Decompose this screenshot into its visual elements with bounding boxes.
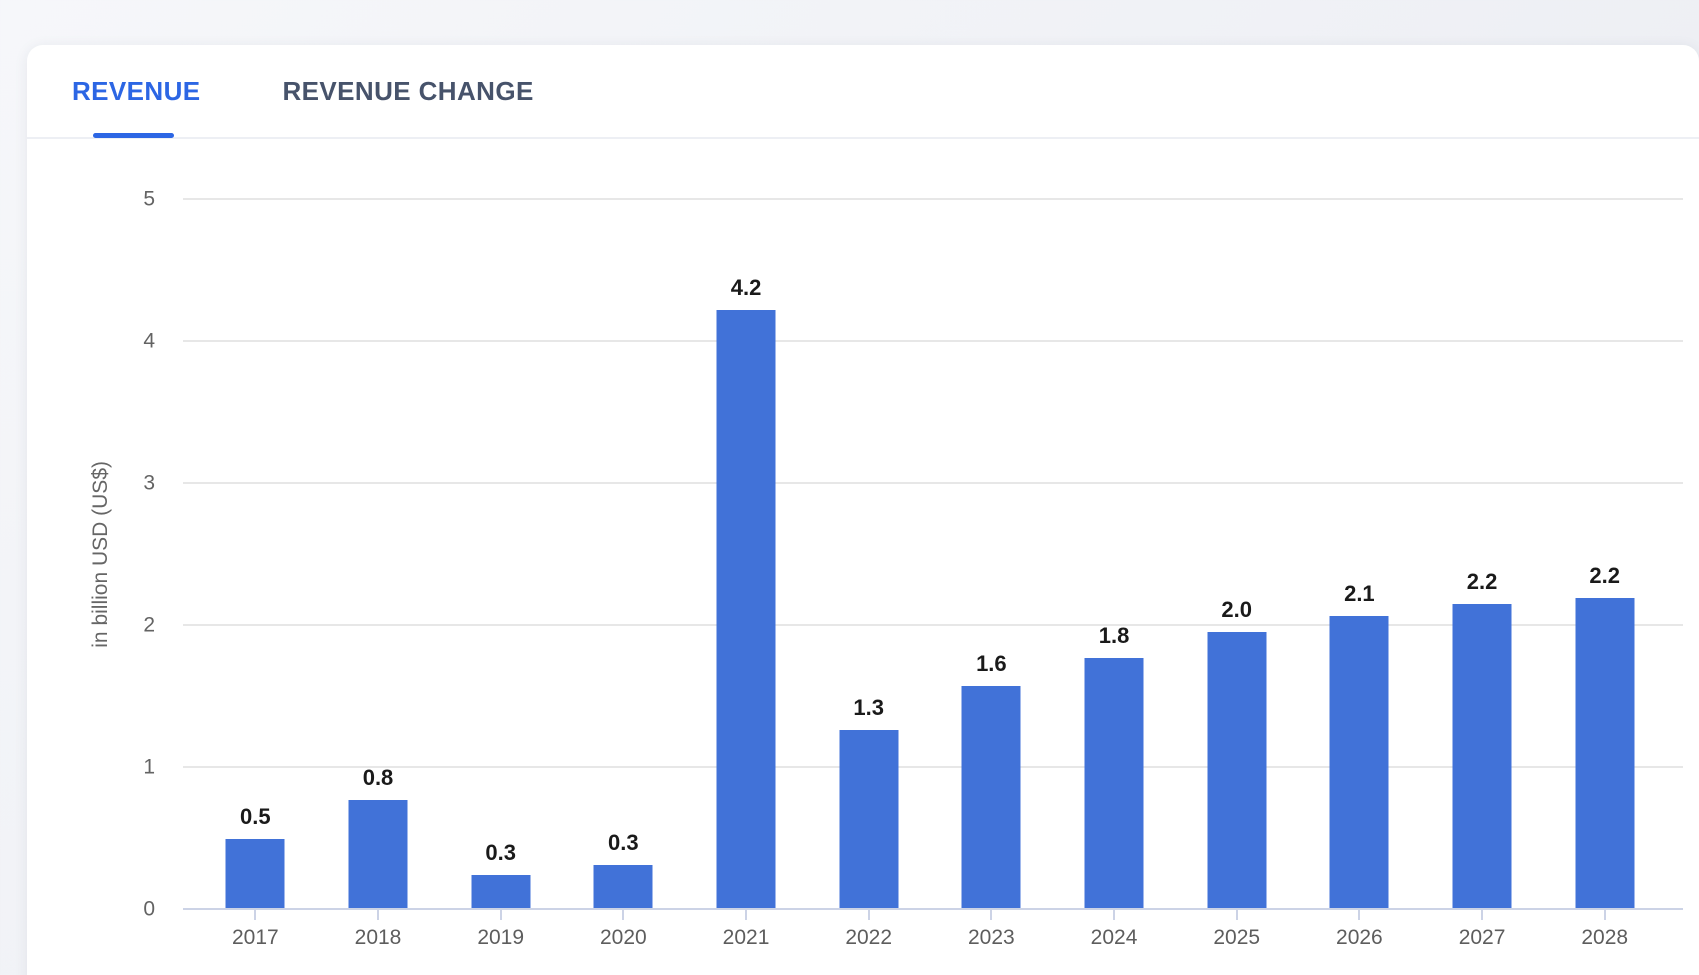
bar-value-label: 1.6 [976, 651, 1007, 677]
bar-value-label: 0.8 [362, 764, 394, 790]
bar-series: 0.5 2017 0.8 2018 0.3 2019 0.3 2020 4.2 2021 1.3 20… [194, 199, 1666, 949]
gridline [183, 766, 1683, 768]
x-tick-mark [867, 909, 870, 920]
x-tick-mark [1358, 909, 1361, 920]
bar-column: 2.2 2027 [1421, 199, 1544, 949]
x-axis-year-label: 2022 [845, 926, 893, 949]
tab-revenue-change[interactable]: REVENUE CHANGE [282, 75, 534, 106]
bar-value-label: 0.3 [485, 839, 516, 865]
revenue-bar[interactable]: 2.1 [1329, 581, 1389, 909]
x-tick-mark [1481, 909, 1484, 920]
tab-revenue[interactable]: REVENUE [72, 75, 201, 106]
bar-column: 0.8 2018 [317, 199, 440, 949]
revenue-bar[interactable]: 0.5 [225, 804, 285, 909]
x-axis-line [183, 908, 1683, 910]
y-axis-tick-label: 5 [143, 187, 155, 211]
bar-value-label: 2.2 [1466, 568, 1498, 594]
revenue-bar[interactable]: 2.2 [1452, 569, 1512, 909]
x-axis-year-label: 2020 [599, 926, 647, 949]
gridline [183, 482, 1683, 484]
x-axis-year-label: 2019 [477, 926, 525, 949]
revenue-bar[interactable]: 1.3 [839, 695, 899, 909]
revenue-bar[interactable]: 0.3 [471, 840, 531, 909]
x-tick-mark [1235, 909, 1238, 920]
bar-column: 2.2 2028 [1543, 199, 1666, 949]
x-axis-year-label: 2024 [1090, 926, 1138, 949]
bar-column: 0.3 2019 [439, 199, 562, 949]
x-axis-year-label: 2017 [231, 926, 279, 949]
plot-area [183, 198, 1683, 910]
revenue-bar[interactable]: 0.3 [593, 830, 653, 909]
x-tick-mark [1113, 909, 1116, 920]
revenue-bar[interactable]: 2.0 [1207, 597, 1267, 909]
tab-bar: REVENUE REVENUE CHANGE [72, 45, 534, 137]
y-axis-tick-label: 3 [143, 471, 155, 495]
bar-column: 4.2 2021 [685, 199, 808, 949]
gridline [183, 340, 1683, 342]
x-tick-mark [990, 909, 993, 920]
x-tick-mark [377, 909, 379, 920]
tab-bar-divider [27, 137, 1699, 139]
bar-column: 1.6 2023 [930, 199, 1053, 949]
x-axis-year-label: 2021 [722, 926, 770, 949]
revenue-bar[interactable]: 1.6 [961, 651, 1021, 909]
x-axis-year-label: 2025 [1213, 926, 1261, 949]
x-tick-mark [745, 909, 748, 920]
x-tick-mark [622, 909, 625, 920]
x-tick-mark [499, 909, 502, 920]
bar-column: 1.3 2022 [807, 199, 930, 949]
x-tick-mark [1603, 909, 1606, 920]
gridline [183, 198, 1683, 200]
x-axis-year-label: 2027 [1458, 926, 1506, 949]
bar-column: 2.0 2025 [1175, 199, 1298, 949]
bar-value-label: 2.1 [1344, 581, 1375, 607]
revenue-bar[interactable]: 1.8 [1084, 623, 1144, 909]
revenue-bar[interactable]: 4.2 [716, 275, 776, 909]
x-tick-mark [254, 909, 257, 920]
y-axis-tick-label: 4 [143, 329, 155, 353]
bar-value-label: 2.2 [1589, 563, 1621, 589]
bar-value-label: 2.0 [1221, 597, 1252, 623]
bar-value-label: 0.5 [240, 804, 271, 830]
bar-column: 1.8 2024 [1053, 199, 1176, 949]
x-axis-year-label: 2028 [1581, 926, 1629, 949]
x-axis-year-label: 2018 [354, 926, 402, 949]
y-axis-tick-label: 0 [143, 897, 155, 921]
chart-card: REVENUE REVENUE CHANGE in billion USD (U… [27, 45, 1699, 975]
revenue-bar[interactable]: 0.8 [348, 765, 408, 909]
bar-column: 0.3 2020 [562, 199, 685, 949]
y-axis-tick-label: 1 [143, 755, 155, 779]
bar-value-label: 4.2 [730, 274, 762, 300]
gridline [183, 624, 1683, 626]
revenue-bar[interactable]: 2.2 [1575, 563, 1635, 909]
bar-column: 0.5 2017 [194, 199, 317, 949]
y-axis-tick-label: 2 [143, 613, 155, 637]
bar-value-label: 1.8 [1098, 622, 1130, 648]
bar-value-label: 1.3 [853, 695, 884, 721]
bar-column: 2.1 2026 [1298, 199, 1421, 949]
active-tab-underline [93, 133, 174, 138]
x-axis-year-label: 2023 [968, 926, 1015, 949]
x-axis-year-label: 2026 [1336, 926, 1383, 949]
bar-value-label: 0.3 [608, 829, 639, 855]
y-axis-tick-labels: 0 1 2 3 4 5 [27, 189, 155, 920]
